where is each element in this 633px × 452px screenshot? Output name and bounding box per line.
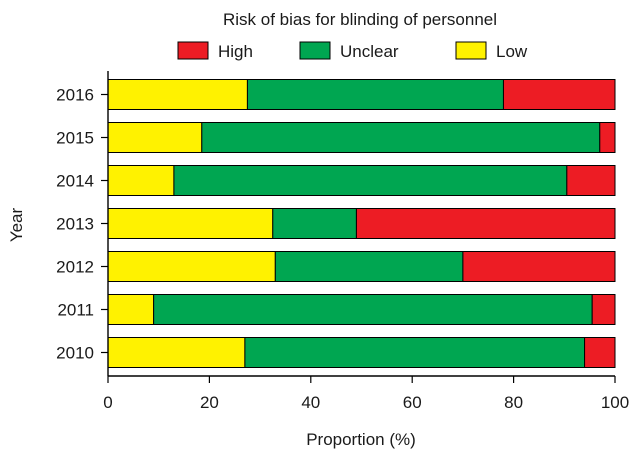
y-tick-label-2011: 2011 xyxy=(57,301,94,320)
bar-segment-low-2012 xyxy=(107,251,276,282)
bar-segment-low-2015 xyxy=(107,122,203,153)
bar-segment-unclear-2014 xyxy=(173,165,568,196)
x-tick-label-100: 100 xyxy=(601,393,629,412)
y-axis-label: Year xyxy=(7,207,26,242)
legend-swatch-low xyxy=(455,41,487,60)
bars xyxy=(107,79,616,368)
legend-swatch-unclear xyxy=(299,41,331,60)
x-tick-label-20: 20 xyxy=(200,393,219,412)
bar-segment-unclear-2016 xyxy=(246,79,504,110)
bar-segment-high-2015 xyxy=(599,122,616,153)
legend-label-high: High xyxy=(218,42,253,61)
bar-segment-unclear-2010 xyxy=(244,337,586,368)
axes: 2016 2015 2014 2013 2012 2011 2010 0 20 40 60 80 100 xyxy=(56,71,629,412)
bar-segment-low-2010 xyxy=(107,337,246,368)
y-tick-label-2016: 2016 xyxy=(56,86,94,105)
chart-title: Risk of bias for blinding of personnel xyxy=(223,10,497,29)
y-tick-label-2013: 2013 xyxy=(56,215,94,234)
legend-label-unclear: Unclear xyxy=(340,42,399,61)
y-tick-label-2012: 2012 xyxy=(56,258,94,277)
legend-swatch-high xyxy=(177,41,209,60)
legend: High Unclear Low xyxy=(177,41,528,61)
y-tick-label-2015: 2015 xyxy=(56,129,94,148)
bar-segment-unclear-2013 xyxy=(272,208,357,239)
bar-segment-unclear-2012 xyxy=(274,251,464,282)
x-tick-label-0: 0 xyxy=(103,393,112,412)
bar-segment-high-2012 xyxy=(462,251,616,282)
bar-segment-unclear-2011 xyxy=(153,294,593,325)
bar-segment-low-2014 xyxy=(107,165,175,196)
legend-label-low: Low xyxy=(496,42,528,61)
bar-segment-high-2013 xyxy=(355,208,616,239)
bar-segment-high-2010 xyxy=(584,337,616,368)
bar-segment-high-2016 xyxy=(502,79,616,110)
bar-segment-high-2014 xyxy=(566,165,616,196)
x-tick-label-40: 40 xyxy=(301,393,320,412)
bar-segment-low-2011 xyxy=(107,294,155,325)
x-tick-label-80: 80 xyxy=(504,393,523,412)
bar-segment-low-2016 xyxy=(107,79,248,110)
x-tick-label-60: 60 xyxy=(403,393,422,412)
bar-segment-unclear-2015 xyxy=(201,122,601,153)
y-tick-label-2014: 2014 xyxy=(56,172,94,191)
x-axis-label: Proportion (%) xyxy=(306,430,416,449)
bar-segment-high-2011 xyxy=(591,294,616,325)
bar-segment-low-2013 xyxy=(107,208,274,239)
y-tick-label-2010: 2010 xyxy=(56,344,94,363)
